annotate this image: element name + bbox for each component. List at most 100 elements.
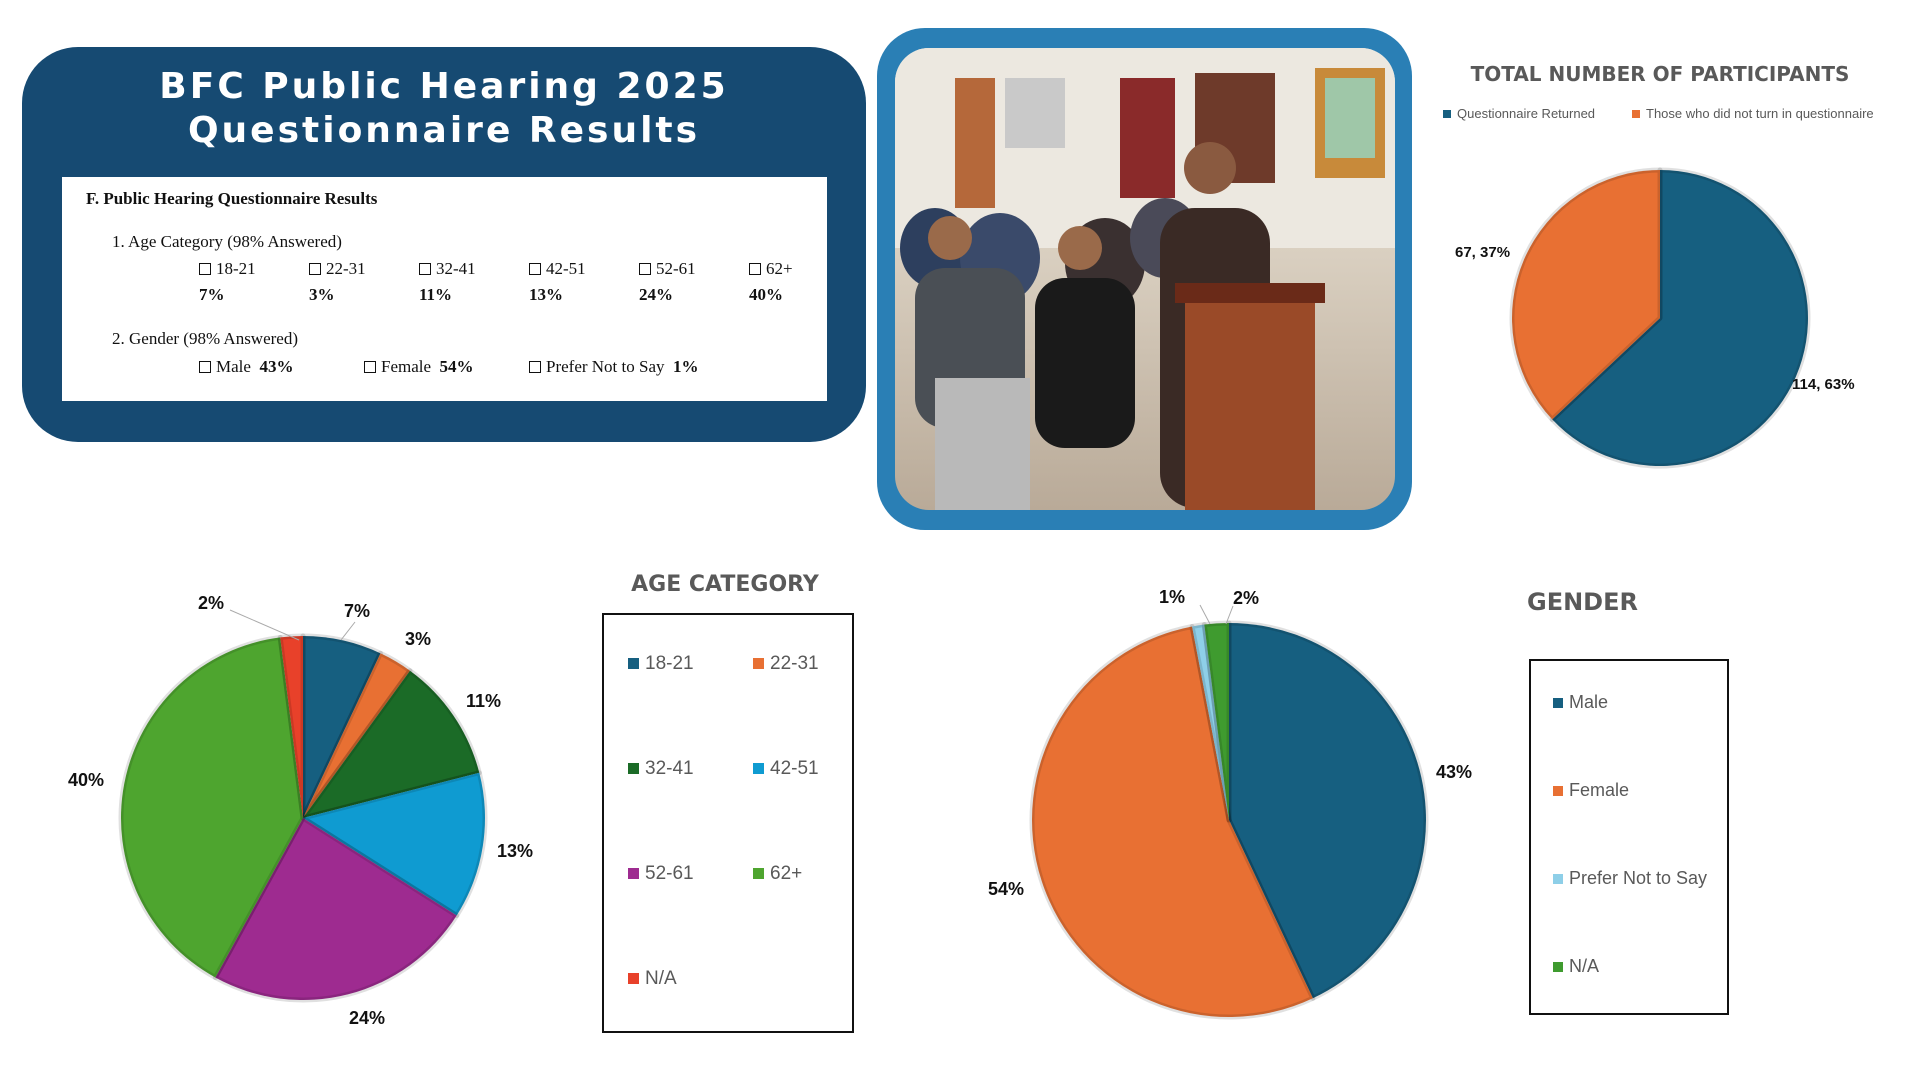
legend-item: 62+ [753, 863, 802, 885]
age-option-5: 62+ [749, 259, 793, 279]
legend-swatch-icon [753, 658, 764, 669]
legend-swatch-icon [1553, 698, 1563, 708]
pie-slice-52-61 [212, 815, 460, 1003]
legend-item: 32-41 [628, 758, 694, 780]
checkbox-icon [364, 361, 376, 373]
photo-frame [877, 28, 1412, 530]
gender-option-0: Male 43% [199, 357, 293, 377]
legend-label: N/A [645, 968, 677, 989]
legend-label: N/A [1569, 956, 1600, 976]
data-label: 3% [405, 629, 432, 649]
legend-swatch-icon [1553, 874, 1563, 884]
data-label: 1% [1159, 587, 1186, 607]
legend-label: Prefer Not to Say [1569, 868, 1708, 888]
participants-chart-title: TOTAL NUMBER OF PARTICIPANTS [1470, 62, 1850, 86]
age-option-value: 13% [529, 285, 563, 304]
leader-line [340, 621, 356, 641]
q2-label: 2. Gender (98% Answered) [112, 329, 298, 348]
leader-line [1225, 605, 1234, 625]
data-label: 114, 63% [1792, 376, 1855, 393]
legend-item: Male [1553, 692, 1608, 713]
checkbox-icon [529, 361, 541, 373]
pie-slice-42-51 [300, 770, 488, 919]
pie-slice-62- [118, 634, 306, 980]
checkbox-icon [529, 263, 541, 275]
age-option-label: 18-21 [216, 259, 256, 278]
age-chart-title: AGE CATEGORY [631, 572, 819, 597]
pie-slice-18-21 [300, 633, 383, 821]
legend-label: Male [1569, 692, 1609, 712]
pie-slice-32-41 [300, 668, 482, 821]
section-heading: F. Public Hearing Questionnaire Results [86, 189, 378, 208]
data-label: 11% [466, 691, 502, 711]
legend-swatch-icon [628, 658, 639, 669]
checkbox-icon [199, 263, 211, 275]
legend-swatch-icon [1632, 110, 1640, 118]
age-legend: 18-21 22-31 32-41 42-51 52-61 62+ N/A [602, 613, 854, 1033]
age-option-value: 11% [419, 285, 453, 304]
legend-item: 22-31 [753, 653, 819, 675]
legend-swatch-icon [1553, 962, 1563, 972]
pie-0-slices [1509, 167, 1811, 469]
pie-slice-female [1029, 623, 1316, 1020]
gender-option-label: Prefer Not to Say [546, 357, 665, 376]
legend-item: 42-51 [753, 758, 819, 780]
pie-slice-22-31 [300, 650, 413, 821]
data-label: 2% [198, 593, 225, 613]
legend-item: N/A [1553, 956, 1599, 977]
age-option-value: 40% [749, 285, 783, 304]
legend-swatch-icon [753, 763, 764, 774]
legend-swatch-icon [628, 868, 639, 879]
gender-option-label: Male [216, 357, 251, 376]
legend-item: N/A [628, 968, 677, 990]
data-label: 7% [344, 601, 371, 621]
data-label: 40% [68, 770, 105, 790]
legend-label: 52-61 [645, 863, 694, 884]
page-title: BFC Public Hearing 2025 Questionnaire Re… [22, 65, 866, 153]
legend-swatch-icon [1553, 786, 1563, 796]
pie-slice-those-who-did-not-turn-in-questionnaire [1509, 167, 1663, 422]
pie-1-slices [118, 633, 488, 1003]
legend-swatch-icon [628, 763, 639, 774]
checkbox-icon [749, 263, 761, 275]
legend-label: Those who did not turn in questionnaire [1646, 106, 1874, 121]
checkbox-icon [199, 361, 211, 373]
legend-swatch-icon [628, 973, 639, 984]
gender-option-value: 1% [673, 357, 699, 376]
data-label: 13% [497, 841, 534, 861]
legend-label: 18-21 [645, 653, 694, 674]
age-option-label: 32-41 [436, 259, 476, 278]
legend-label: 32-41 [645, 758, 694, 779]
legend-item: 52-61 [628, 863, 694, 885]
checkbox-icon [419, 263, 431, 275]
age-option-1: 22-31 [309, 259, 366, 279]
photo-scene [895, 48, 1395, 510]
legend-item: Those who did not turn in questionnaire [1632, 106, 1874, 121]
age-option-label: 52-61 [656, 259, 696, 278]
legend-item: 18-21 [628, 653, 694, 675]
age-option-0: 18-21 [199, 259, 256, 279]
age-option-3: 42-51 [529, 259, 586, 279]
age-option-label: 62+ [766, 259, 793, 278]
gender-option-label: Female [381, 357, 432, 376]
gender-chart-title: GENDER [1527, 588, 1638, 616]
legend-item: Questionnaire Returned [1443, 106, 1595, 121]
gender-option-value: 54% [439, 357, 474, 376]
photo-public-hearing-icon [895, 48, 1395, 510]
age-option-value: 3% [309, 285, 335, 304]
data-label: 43% [1436, 762, 1473, 782]
title-line-1: BFC Public Hearing 2025 [159, 66, 729, 107]
age-option-value: 24% [639, 285, 673, 304]
gender-option-2: Prefer Not to Say 1% [529, 357, 699, 377]
leader-line [1199, 604, 1211, 625]
pie-slice-prefer-not-to-say [1189, 622, 1232, 823]
pie-slice-n-a [1201, 620, 1232, 823]
data-label: 2% [1233, 588, 1260, 608]
legend-item: Female [1553, 780, 1629, 801]
legend-label: 22-31 [770, 653, 819, 674]
data-label: 24% [349, 1008, 386, 1028]
legend-label: Female [1569, 780, 1630, 800]
legend-label: 42-51 [770, 758, 819, 779]
questionnaire-document: F. Public Hearing Questionnaire Results … [62, 177, 827, 401]
data-label: 54% [988, 879, 1025, 899]
